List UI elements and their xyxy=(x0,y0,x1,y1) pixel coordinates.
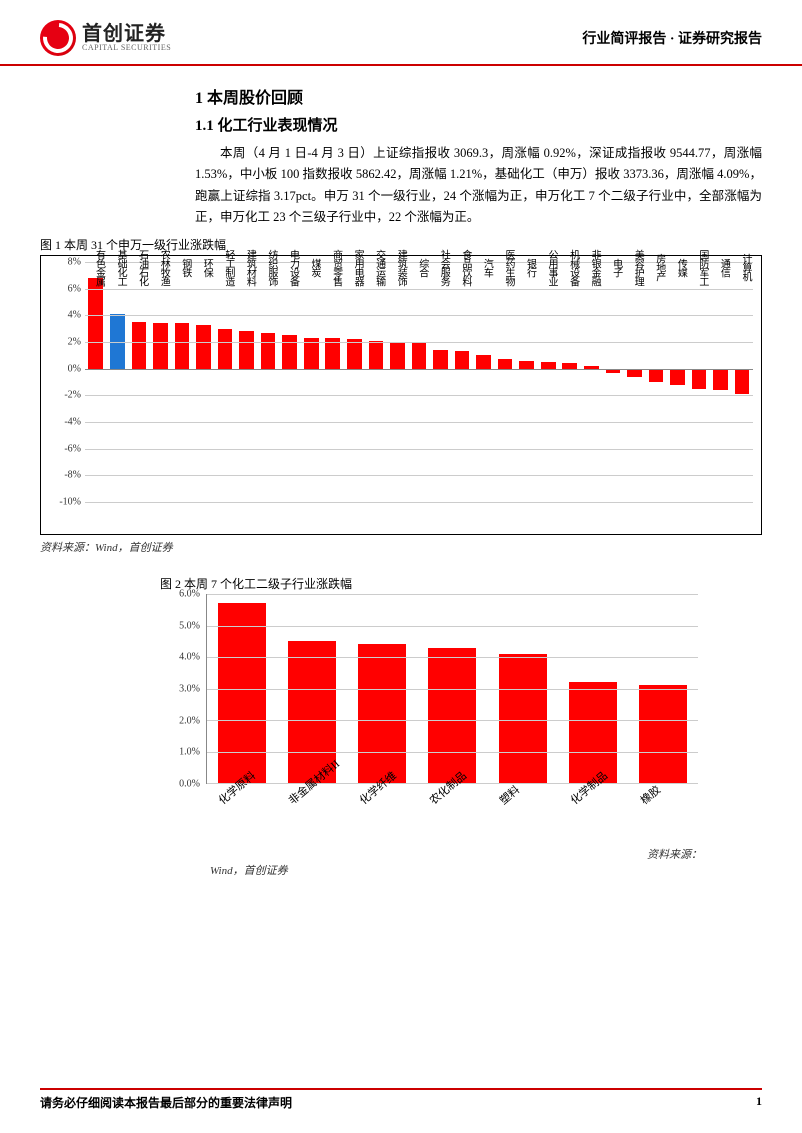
chart1-xlabel: 环保 xyxy=(193,237,215,297)
chart1-bar xyxy=(412,343,427,368)
chart1-ytick: 6% xyxy=(68,283,81,294)
chart2-bar xyxy=(428,648,476,783)
subsection-heading: 1.1 化工行业表现情况 xyxy=(195,114,762,135)
chart1-bar xyxy=(476,355,491,368)
chart1-xlabel: 轻工制造 xyxy=(214,237,236,297)
chart1-xlabel: 纺织服饰 xyxy=(257,237,279,297)
logo-icon xyxy=(40,20,76,56)
chart1-bar xyxy=(175,323,190,368)
chart1-bar xyxy=(369,341,384,369)
chart1-ytick: -6% xyxy=(64,443,81,454)
footer-disclaimer: 请务必仔细阅读本报告最后部分的重要法律声明 xyxy=(40,1094,292,1111)
figure1-chart: 8%6%4%2%0%-2%-4%-6%-8%-10% 有色金属基础化工石油石化农… xyxy=(45,262,757,532)
chart2-ytick: 6.0% xyxy=(179,589,200,600)
chart2-bar xyxy=(358,644,406,783)
chart1-xlabel: 房地产 xyxy=(645,237,667,297)
chart1-xlabel: 基础化工 xyxy=(107,237,129,297)
chart1-ytick: 2% xyxy=(68,336,81,347)
figure2-chart: 6.0%5.0%4.0%3.0%2.0%1.0%0.0% 化学原料非金属材料II… xyxy=(160,594,702,844)
chart1-bar xyxy=(455,351,470,368)
chart1-xlabel: 通信 xyxy=(710,237,732,297)
chart1-xlabel: 计算机 xyxy=(731,237,753,297)
footer-page-number: 1 xyxy=(756,1094,762,1111)
chart1-xlabel: 商贸零售 xyxy=(322,237,344,297)
logo: 首创证券 CAPITAL SECURITIES xyxy=(40,20,171,56)
chart1-xlabel: 煤炭 xyxy=(300,237,322,297)
chart1-bar xyxy=(218,329,233,369)
chart1-xlabel: 医药生物 xyxy=(494,237,516,297)
chart2-bar xyxy=(218,603,266,783)
chart1-xlabel: 钢铁 xyxy=(171,237,193,297)
chart1-bar xyxy=(519,361,534,369)
chart1-bar xyxy=(239,331,254,368)
chart1-ytick: -8% xyxy=(64,470,81,481)
chart1-xlabel: 石油石化 xyxy=(128,237,150,297)
chart1-xlabel: 建筑装饰 xyxy=(387,237,409,297)
chart1-ytick: -10% xyxy=(59,497,81,508)
chart1-xlabel: 传媒 xyxy=(667,237,689,297)
chart2-bar xyxy=(499,654,547,783)
page-footer: 请务必仔细阅读本报告最后部分的重要法律声明 1 xyxy=(40,1088,762,1111)
chart1-xlabel: 汽车 xyxy=(473,237,495,297)
chart1-xlabel: 农林牧渔 xyxy=(150,237,172,297)
figure2-title: 图 2 本周 7 个化工二级子行业涨跌幅 xyxy=(160,575,702,592)
paragraph: 本周（4 月 1 日-4 月 3 日）上证综指报收 3069.3，周涨幅 0.9… xyxy=(195,143,762,228)
chart1-bar xyxy=(196,325,211,369)
logo-name-en: CAPITAL SECURITIES xyxy=(82,44,171,52)
chart2-ytick: 3.0% xyxy=(179,684,200,695)
chart1-ytick: -2% xyxy=(64,390,81,401)
chart2-bar xyxy=(639,685,687,783)
chart1-bar xyxy=(498,359,513,368)
chart2-ytick: 4.0% xyxy=(179,652,200,663)
chart2-ytick: 0.0% xyxy=(179,779,200,790)
chart1-bar xyxy=(132,322,147,369)
chart1-xlabel: 家用电器 xyxy=(344,237,366,297)
chart1-bar xyxy=(347,339,362,368)
header-subtitle: 行业简评报告 · 证券研究报告 xyxy=(582,28,762,48)
chart1-bar xyxy=(390,342,405,369)
chart1-xlabel: 美容护理 xyxy=(624,237,646,297)
chart1-xlabel: 银行 xyxy=(516,237,538,297)
chart1-xlabel: 国防军工 xyxy=(688,237,710,297)
chart1-ytick: 4% xyxy=(68,310,81,321)
chart1-xlabel: 社会服务 xyxy=(430,237,452,297)
chart1-bar xyxy=(282,335,297,368)
chart1-xlabel: 有色金属 xyxy=(85,237,107,297)
chart1-xlabel: 综合 xyxy=(408,237,430,297)
chart1-bar xyxy=(261,333,276,369)
chart1-xlabel: 建筑材料 xyxy=(236,237,258,297)
chart1-xlabel: 食品饮料 xyxy=(451,237,473,297)
chart2-ytick: 1.0% xyxy=(179,747,200,758)
chart1-xlabel: 非银金融 xyxy=(581,237,603,297)
chart1-ytick: 8% xyxy=(68,257,81,268)
chart1-xlabel: 电子 xyxy=(602,237,624,297)
chart2-ytick: 5.0% xyxy=(179,620,200,631)
logo-name-cn: 首创证券 xyxy=(82,24,171,44)
figure1-source: 资料来源：Wind，首创证券 xyxy=(40,539,762,555)
figure2-source-right: 资料来源： xyxy=(160,846,702,862)
chart1-xlabel: 交通运输 xyxy=(365,237,387,297)
chart1-ytick: 0% xyxy=(68,363,81,374)
section-heading: 1 本周股价回顾 xyxy=(195,84,762,108)
chart1-bar xyxy=(433,350,448,369)
chart1-ytick: -4% xyxy=(64,416,81,427)
figure1-frame: 8%6%4%2%0%-2%-4%-6%-8%-10% 有色金属基础化工石油石化农… xyxy=(40,255,762,535)
chart2-bar xyxy=(569,682,617,783)
figure2-source-left: Wind，首创证券 xyxy=(210,862,702,878)
chart1-xlabel: 电力设备 xyxy=(279,237,301,297)
chart1-xlabel: 机械设备 xyxy=(559,237,581,297)
page-header: 首创证券 CAPITAL SECURITIES 行业简评报告 · 证券研究报告 xyxy=(0,0,802,66)
chart1-bar xyxy=(153,323,168,368)
chart2-ytick: 2.0% xyxy=(179,715,200,726)
chart1-xlabel: 公用事业 xyxy=(537,237,559,297)
